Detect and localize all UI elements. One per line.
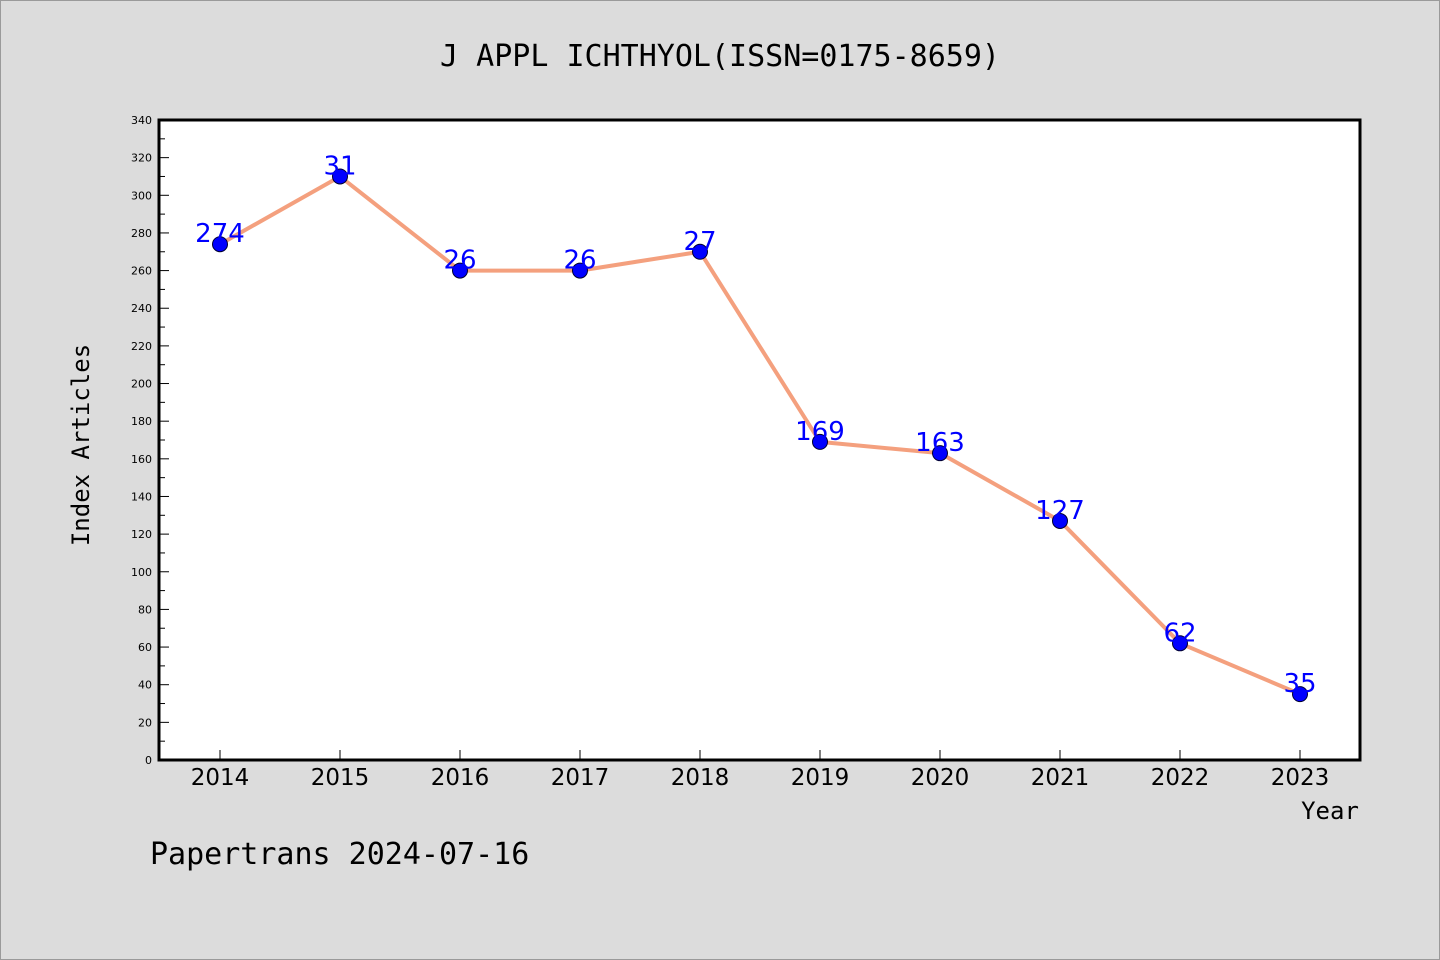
data-label: 169 xyxy=(795,417,845,447)
data-point xyxy=(692,243,708,260)
data-point xyxy=(932,445,948,462)
x-tick-label: 2016 xyxy=(431,765,490,791)
data-label: 274 xyxy=(195,219,245,249)
y-tick-label: 320 xyxy=(131,152,152,165)
x-tick-label: 2022 xyxy=(1151,765,1210,791)
data-label: 127 xyxy=(1035,496,1085,526)
data-label: 26 xyxy=(563,246,596,276)
data-label: 31 xyxy=(323,151,356,181)
x-tick-label: 2020 xyxy=(911,765,970,791)
y-axis-title: Index Articles xyxy=(67,344,95,546)
y-tick-label: 200 xyxy=(131,378,152,391)
y-tick-label: 0 xyxy=(145,754,152,767)
y-tick-label: 20 xyxy=(138,716,152,729)
y-tick-label: 220 xyxy=(131,340,152,353)
y-tick-label: 60 xyxy=(138,641,152,654)
y-tick-label: 80 xyxy=(138,603,152,616)
x-tick-label: 2017 xyxy=(551,765,610,791)
chart-title: J APPL ICHTHYOL(ISSN=0175-8659) xyxy=(440,39,1000,74)
x-tick-label: 2019 xyxy=(791,765,850,791)
y-axis-ticks: 0 20 40 60 80 100 120 140 160 180 200 220 240 260 280 3… xyxy=(131,114,169,767)
y-tick-label: 40 xyxy=(138,679,152,692)
footer-text: Papertrans 2024-07-16 xyxy=(150,837,529,872)
data-point xyxy=(212,236,228,253)
x-axis-ticks: 2014 2015 2016 2017 2018 2019 2020 2021 2022 2023 xyxy=(191,750,1330,791)
y-tick-label: 180 xyxy=(131,415,152,428)
y-tick-label: 100 xyxy=(131,566,152,579)
data-point xyxy=(332,168,348,185)
x-tick-label: 2014 xyxy=(191,765,250,791)
x-tick-label: 2018 xyxy=(671,765,730,791)
y-tick-label: 160 xyxy=(131,453,152,466)
y-tick-label: 280 xyxy=(131,227,152,240)
data-point xyxy=(572,262,588,279)
data-point xyxy=(1052,512,1068,529)
data-label: 27 xyxy=(683,227,716,257)
data-point xyxy=(1172,635,1188,652)
data-label: 62 xyxy=(1163,618,1196,648)
data-label: 163 xyxy=(915,428,965,458)
data-point xyxy=(1292,686,1308,703)
data-point xyxy=(452,262,468,279)
x-axis-title: Year xyxy=(1301,797,1359,825)
data-markers xyxy=(212,168,1308,703)
data-label: 26 xyxy=(443,246,476,276)
y-tick-label: 260 xyxy=(131,265,152,278)
y-tick-label: 140 xyxy=(131,490,152,503)
y-tick-label: 240 xyxy=(131,302,152,315)
x-tick-label: 2015 xyxy=(311,765,370,791)
x-tick-label: 2021 xyxy=(1031,765,1090,791)
data-point xyxy=(812,433,828,450)
plot-area xyxy=(157,118,1362,762)
x-tick-label: 2023 xyxy=(1271,765,1330,791)
data-label: 35 xyxy=(1283,669,1316,699)
series-line xyxy=(219,174,1301,696)
y-tick-label: 120 xyxy=(131,528,152,541)
y-tick-label: 300 xyxy=(131,189,152,202)
data-labels: 274 31 26 26 27 169 163 127 62 35 xyxy=(195,151,1316,699)
y-tick-label: 340 xyxy=(131,114,152,127)
